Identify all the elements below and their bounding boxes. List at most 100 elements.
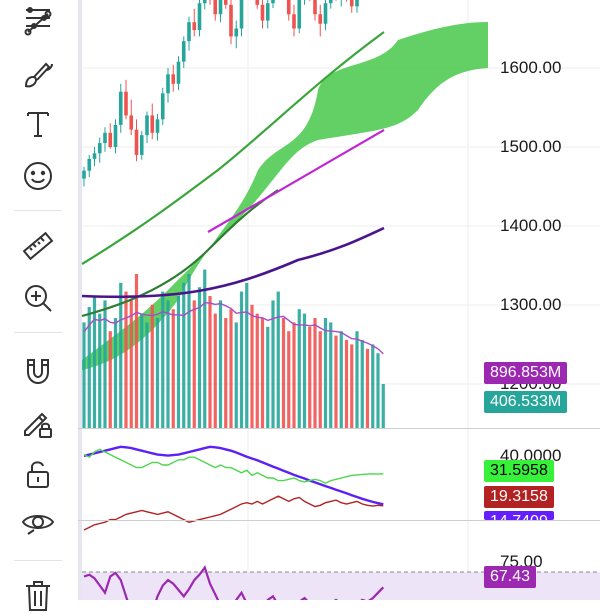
pane-separator[interactable] bbox=[78, 428, 600, 429]
volume-bar bbox=[308, 326, 312, 428]
volume-bar bbox=[344, 340, 349, 428]
volume-bar bbox=[218, 300, 223, 428]
volume-bar bbox=[281, 318, 286, 428]
toolbar-divider bbox=[14, 210, 62, 211]
volume-bar bbox=[103, 300, 107, 428]
text-tool-icon bbox=[27, 112, 49, 137]
volume-bar bbox=[287, 331, 291, 428]
candle-body bbox=[223, 0, 228, 5]
price-axis-label: 1400.00 bbox=[500, 216, 562, 235]
volume-bar bbox=[376, 353, 380, 428]
candle-body bbox=[286, 0, 291, 15]
candle-body bbox=[255, 0, 260, 5]
volume-bar bbox=[323, 318, 328, 428]
volume-bar bbox=[119, 282, 123, 428]
volume-bar bbox=[182, 282, 186, 428]
volume-ma-line bbox=[83, 301, 384, 355]
moving-averages bbox=[81, 31, 385, 318]
candle-body bbox=[349, 0, 354, 7]
chart-canvas[interactable] bbox=[78, 0, 600, 600]
candle-body bbox=[313, 0, 317, 15]
toolbar-divider bbox=[14, 560, 62, 561]
volume-bar bbox=[224, 318, 228, 428]
dmi-indicator-pane bbox=[83, 445, 384, 531]
volume-bar bbox=[250, 304, 254, 428]
candle-body bbox=[82, 170, 86, 179]
candle-body bbox=[187, 22, 191, 42]
volume-bar bbox=[334, 335, 338, 428]
candle-body bbox=[355, 0, 359, 7]
candlesticks bbox=[82, 0, 374, 187]
text-tool-button[interactable] bbox=[14, 102, 62, 146]
candle-body bbox=[192, 22, 197, 31]
rsi-badge: 67.43 bbox=[484, 566, 537, 588]
volume-bar bbox=[124, 291, 128, 428]
di-minus-badge: 19.3158 bbox=[484, 486, 554, 508]
candle-body bbox=[234, 28, 239, 37]
zoom-in-tool-button[interactable] bbox=[14, 276, 62, 320]
candle-body bbox=[108, 132, 113, 147]
candle-body bbox=[118, 91, 123, 125]
volume-bar bbox=[155, 318, 160, 428]
candle-body bbox=[113, 124, 118, 147]
candle-body bbox=[218, 0, 223, 15]
candle-body bbox=[328, 0, 333, 4]
candle-body bbox=[213, 0, 218, 15]
volume-bar bbox=[187, 274, 191, 428]
candle-body bbox=[92, 153, 97, 159]
volume-bar bbox=[229, 309, 233, 428]
volume-bar bbox=[92, 296, 97, 428]
trend-line-tool-icon bbox=[24, 7, 52, 36]
brush-tool-button[interactable] bbox=[14, 52, 62, 96]
candle-body bbox=[318, 14, 323, 24]
candle-body bbox=[181, 41, 186, 62]
volume-bar bbox=[140, 313, 144, 428]
trend-line-tool-button[interactable] bbox=[14, 0, 62, 44]
lock-drawing-tool-button[interactable] bbox=[14, 400, 62, 444]
volume-bar bbox=[176, 296, 181, 428]
candle-body bbox=[202, 0, 207, 4]
volume-bar bbox=[161, 291, 165, 428]
candle-body bbox=[297, 0, 302, 29]
volume-bar bbox=[129, 300, 133, 428]
trash-tool-icon bbox=[26, 581, 50, 611]
volume-bar bbox=[313, 318, 317, 428]
brush-tool-icon bbox=[24, 62, 53, 88]
eye-tool-button[interactable] bbox=[14, 500, 62, 544]
candle-body bbox=[160, 93, 165, 120]
volume-ma-badge: 896.853M bbox=[484, 362, 568, 384]
volume-bar bbox=[271, 300, 275, 428]
volume-bar bbox=[292, 322, 296, 428]
volume-bar bbox=[360, 340, 364, 428]
candle-body bbox=[166, 74, 170, 94]
volume-bar bbox=[150, 304, 154, 428]
volume-bar bbox=[350, 344, 354, 428]
candle-body bbox=[176, 61, 181, 84]
volume-bar bbox=[108, 331, 112, 428]
volume-bar bbox=[134, 274, 139, 428]
volume-bar bbox=[266, 326, 270, 428]
candle-body bbox=[134, 129, 139, 155]
volume-bar bbox=[145, 322, 149, 428]
candle-body bbox=[145, 115, 149, 136]
chart-left-edge bbox=[78, 0, 82, 600]
candle-body bbox=[260, 4, 265, 21]
ma-slow-line bbox=[81, 226, 385, 299]
candle-body bbox=[97, 143, 102, 154]
candle-body bbox=[87, 158, 92, 171]
candle-body bbox=[197, 3, 202, 31]
magnet-tool-button[interactable] bbox=[14, 348, 62, 392]
unlock-tool-button[interactable] bbox=[14, 452, 62, 496]
volume-bar bbox=[260, 318, 265, 428]
magnet-tool-icon bbox=[27, 359, 49, 385]
volume-bar bbox=[166, 300, 170, 428]
pane-separator[interactable] bbox=[78, 520, 600, 521]
candle-body bbox=[292, 14, 296, 29]
emoji-tool-button[interactable] bbox=[14, 154, 62, 198]
volume-bar bbox=[302, 313, 307, 428]
volume-bar bbox=[365, 348, 370, 428]
volume-bar bbox=[245, 282, 249, 428]
ruler-tool-button[interactable] bbox=[14, 224, 62, 268]
candle-body bbox=[323, 3, 328, 24]
trash-tool-button[interactable] bbox=[14, 572, 62, 616]
